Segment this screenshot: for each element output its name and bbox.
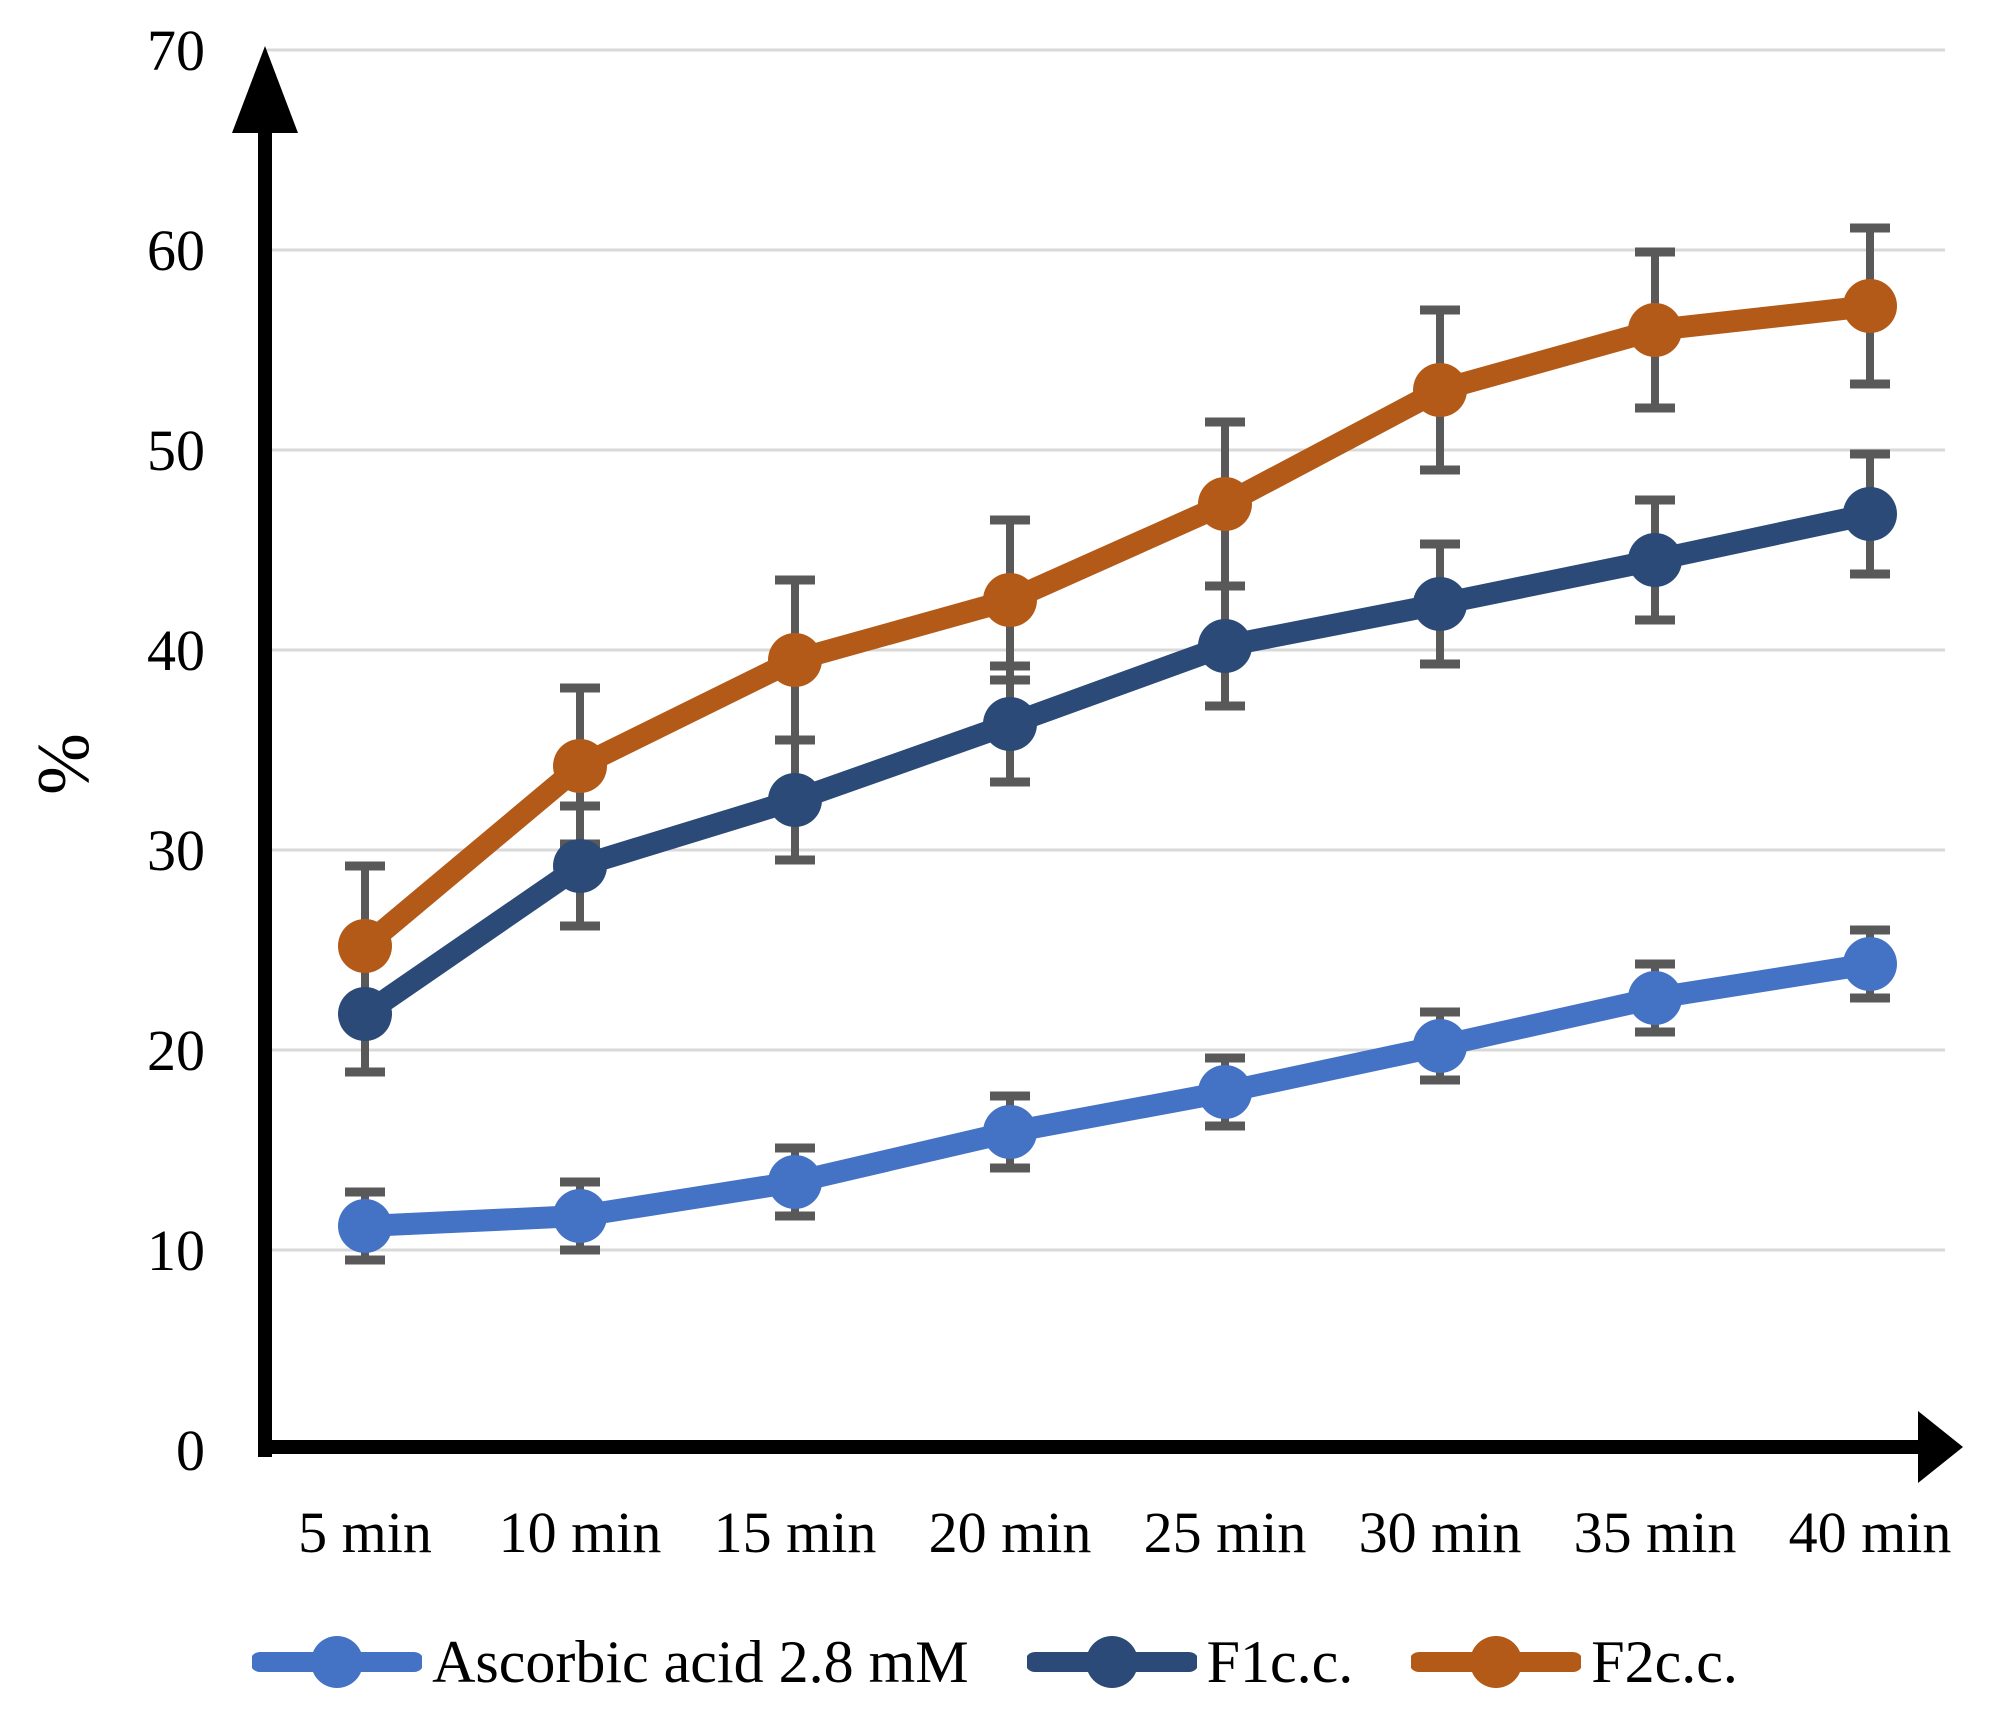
x-axis-arrowhead [1918, 1411, 1963, 1483]
data-point-marker [1413, 363, 1467, 417]
legend-item: F1c.c. [1026, 1629, 1354, 1695]
data-point-marker [553, 1189, 607, 1243]
data-point-marker [338, 1199, 392, 1253]
legend: Ascorbic acid 2.8 mM F1c.c. F2c.c. [0, 1612, 1990, 1712]
data-point-marker [768, 1155, 822, 1209]
y-tick-label: 20 [147, 1018, 205, 1083]
data-point-marker [983, 573, 1037, 627]
x-tick-label: 25 min [1144, 1500, 1307, 1565]
data-point-marker [1413, 577, 1467, 631]
y-axis-title: % [23, 733, 105, 795]
x-tick-label: 5 min [298, 1500, 432, 1565]
x-tick-label: 30 min [1359, 1500, 1522, 1565]
legend-marker-sample [1411, 1636, 1582, 1688]
legend-label: F1c.c. [1206, 1629, 1354, 1695]
x-tick-label: 10 min [499, 1500, 662, 1565]
data-point-marker [1198, 619, 1252, 673]
axes-layer [232, 46, 1963, 1483]
data-point-marker [1843, 937, 1897, 991]
data-point-marker [768, 773, 822, 827]
x-tick-label: 40 min [1789, 1500, 1952, 1565]
y-tick-label: 10 [147, 1218, 205, 1283]
data-point-marker [1198, 1065, 1252, 1119]
legend-label: Ascorbic acid 2.8 mM [432, 1629, 969, 1695]
data-point-marker [1413, 1019, 1467, 1073]
y-tick-label: 40 [147, 618, 205, 683]
series-line [354, 295, 1881, 957]
data-point-marker [553, 839, 607, 893]
x-tick-label: 15 min [714, 1500, 877, 1565]
data-point-marker [1628, 303, 1682, 357]
data-point-marker [1628, 533, 1682, 587]
data-point-marker [338, 987, 392, 1041]
gridlines [265, 48, 1945, 1252]
data-point-marker [768, 633, 822, 687]
x-tick-label: 35 min [1574, 1500, 1737, 1565]
data-point-marker [1843, 279, 1897, 333]
y-axis-tick-labels: 0 10 20 30 40 50 60 70 [147, 18, 205, 1483]
legend-circle-marker [1085, 1636, 1138, 1688]
y-tick-label: 0 [176, 1418, 205, 1483]
y-tick-label: 60 [147, 218, 205, 283]
series-lines-layer [354, 295, 1881, 1237]
series-line [354, 503, 1881, 1025]
series-line [354, 953, 1881, 1237]
data-point-marker [1843, 487, 1897, 541]
data-point-marker [983, 697, 1037, 751]
legend-circle-marker [311, 1636, 364, 1688]
legend-item: F2c.c. [1411, 1630, 1738, 1694]
data-point-marker [1198, 477, 1252, 531]
y-tick-label: 30 [147, 818, 205, 883]
legend-marker-sample [1026, 1636, 1197, 1688]
data-point-marker [553, 739, 607, 793]
data-point-marker [983, 1105, 1037, 1159]
legend-label: F2c.c. [1591, 1629, 1738, 1695]
legend-marker-sample [252, 1636, 423, 1688]
data-markers-layer [338, 279, 1897, 1253]
x-tick-label: 20 min [929, 1500, 1092, 1565]
legend-circle-marker [1470, 1636, 1523, 1688]
x-axis-tick-labels: 5 min 10 min 15 min 20 min 25 min 30 min 35 mi… [298, 1500, 1951, 1565]
data-point-marker [338, 919, 392, 973]
data-point-marker [1628, 971, 1682, 1025]
y-axis-arrowhead [232, 46, 298, 133]
y-tick-label: 50 [147, 418, 205, 483]
legend-item: Ascorbic acid 2.8 mM [252, 1630, 969, 1694]
y-tick-label: 70 [147, 18, 205, 83]
